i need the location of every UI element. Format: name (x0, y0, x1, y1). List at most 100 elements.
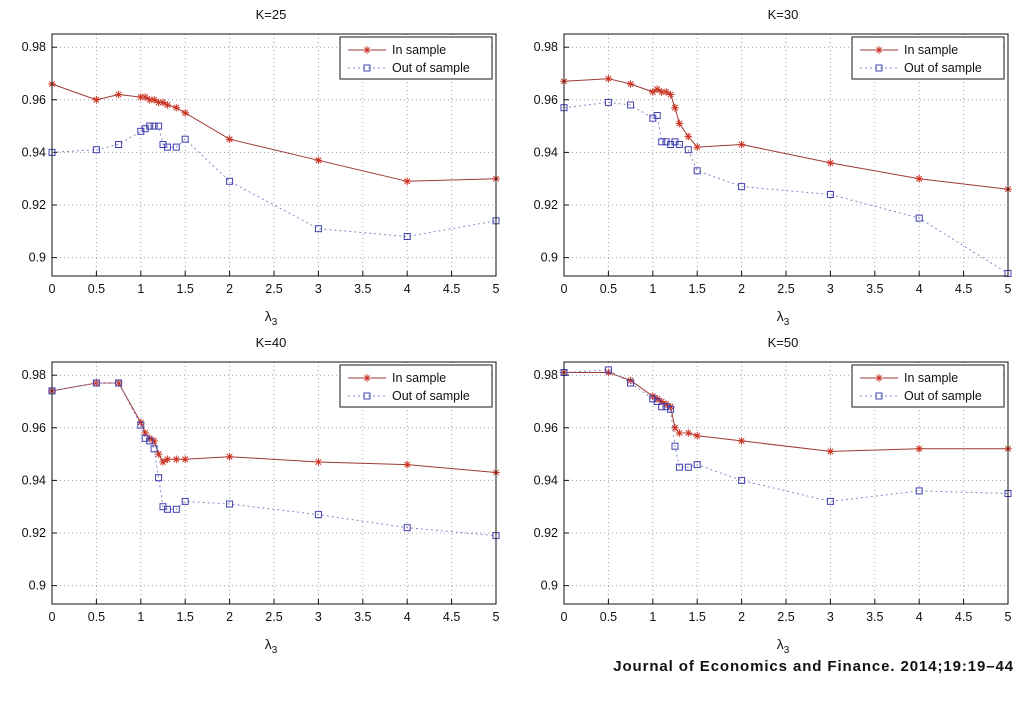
legend-box (339, 364, 493, 408)
svg-text:1.5: 1.5 (689, 282, 706, 296)
svg-text:0.9: 0.9 (541, 251, 558, 265)
chart-k30: K=30 0 0.5 1 1.5 2 2.5 3 3.5 4 4.5 5 0.9 0.92 0.94 0.9… (512, 6, 1024, 328)
svg-text:1.5: 1.5 (177, 282, 194, 296)
svg-text:4.5: 4.5 (443, 610, 460, 624)
svg-text:In sample: In sample (392, 43, 446, 57)
series-line-0 (564, 372, 1008, 452)
x-axis-label: λ3 (747, 634, 790, 656)
legend-box (339, 36, 493, 80)
svg-text:In sample: In sample (392, 371, 446, 385)
svg-text:0.94: 0.94 (534, 473, 558, 487)
svg-text:0.98: 0.98 (534, 368, 558, 382)
svg-text:3: 3 (315, 610, 322, 624)
x-axis-label: λ3 (235, 306, 278, 328)
svg-text:4.5: 4.5 (955, 282, 972, 296)
chart-title: K=50 (767, 335, 799, 350)
svg-text:0.96: 0.96 (22, 421, 46, 435)
charts-grid: K=25 0 0.5 1 1.5 2 2.5 3 3.5 4 4.5 5 0.9 0.92 0.94 0.9… (0, 6, 1024, 656)
svg-text:2.5: 2.5 (265, 282, 282, 296)
journal-citation: Journal of Economics and Finance. 2014;1… (613, 658, 1014, 675)
svg-text:3: 3 (315, 282, 322, 296)
svg-text:1: 1 (649, 282, 656, 296)
chart-title: K=25 (255, 7, 287, 22)
x-axis-label-subscript: 3 (783, 644, 790, 656)
chart-title: K=40 (255, 335, 287, 350)
svg-text:0.5: 0.5 (88, 610, 105, 624)
svg-text:0.5: 0.5 (600, 610, 617, 624)
svg-text:5: 5 (1005, 282, 1012, 296)
svg-text:4: 4 (916, 610, 923, 624)
svg-text:Out of sample: Out of sample (904, 61, 982, 75)
svg-text:4: 4 (404, 282, 411, 296)
svg-text:1.5: 1.5 (689, 610, 706, 624)
series-line-1 (51, 382, 497, 537)
svg-text:4: 4 (916, 282, 923, 296)
series-line-1 (51, 125, 497, 238)
chart-k40: K=40 0 0.5 1 1.5 2 2.5 3 3.5 4 4.5 5 0.9 0.92 0.94 0.9… (0, 334, 512, 656)
svg-text:5: 5 (493, 610, 500, 624)
svg-text:2.5: 2.5 (265, 610, 282, 624)
svg-text:2: 2 (738, 610, 745, 624)
svg-text:5: 5 (1005, 610, 1012, 624)
svg-text:1: 1 (137, 610, 144, 624)
svg-text:4: 4 (404, 610, 411, 624)
x-axis-label: λ3 (235, 634, 278, 656)
svg-text:3.5: 3.5 (354, 610, 371, 624)
svg-text:In sample: In sample (904, 43, 958, 57)
plot-area-k50: 0 0.5 1 1.5 2 2.5 3 3.5 4 4.5 5 0.9 0.92 0.94 0.96 0.98… (534, 361, 1012, 624)
svg-text:0.92: 0.92 (22, 198, 46, 212)
x-axis-label-subscript: 3 (783, 316, 790, 328)
svg-text:5: 5 (493, 282, 500, 296)
svg-text:2.5: 2.5 (777, 610, 794, 624)
svg-text:0.9: 0.9 (541, 579, 558, 593)
svg-text:Out of sample: Out of sample (392, 389, 470, 403)
svg-text:2.5: 2.5 (777, 282, 794, 296)
svg-text:1: 1 (649, 610, 656, 624)
svg-text:0.94: 0.94 (22, 145, 46, 159)
svg-text:2: 2 (226, 282, 233, 296)
svg-text:4.5: 4.5 (955, 610, 972, 624)
chart-title: K=30 (767, 7, 799, 22)
svg-text:3: 3 (827, 610, 834, 624)
svg-text:0.9: 0.9 (29, 579, 46, 593)
plot-area-k25: 0 0.5 1 1.5 2 2.5 3 3.5 4 4.5 5 0.9 0.92 0.94 0.96 0.98… (22, 33, 500, 296)
svg-text:0.94: 0.94 (22, 473, 46, 487)
svg-text:0.98: 0.98 (534, 40, 558, 54)
plot-area-k30: 0 0.5 1 1.5 2 2.5 3 3.5 4 4.5 5 0.9 0.92 0.94 0.96 0.98… (534, 33, 1012, 296)
svg-text:1.5: 1.5 (177, 610, 194, 624)
series-line-1 (563, 101, 1009, 274)
svg-text:3.5: 3.5 (354, 282, 371, 296)
svg-text:0.98: 0.98 (22, 368, 46, 382)
svg-text:1: 1 (137, 282, 144, 296)
svg-text:0.94: 0.94 (534, 145, 558, 159)
x-axis-label: λ3 (747, 306, 790, 328)
svg-text:0: 0 (561, 610, 568, 624)
svg-text:Out of sample: Out of sample (392, 61, 470, 75)
svg-text:2: 2 (738, 282, 745, 296)
series-line-0 (51, 382, 497, 473)
x-axis-label-symbol: λ (776, 308, 784, 324)
svg-text:0.92: 0.92 (534, 198, 558, 212)
svg-text:0.92: 0.92 (534, 526, 558, 540)
svg-text:0.9: 0.9 (29, 251, 46, 265)
svg-text:0: 0 (49, 282, 56, 296)
svg-text:0.96: 0.96 (534, 93, 558, 107)
svg-text:0: 0 (561, 282, 568, 296)
svg-text:In sample: In sample (904, 371, 958, 385)
x-axis-label-symbol: λ (776, 636, 784, 652)
svg-text:0.96: 0.96 (534, 421, 558, 435)
svg-text:3.5: 3.5 (866, 282, 883, 296)
svg-text:3: 3 (827, 282, 834, 296)
svg-text:0.96: 0.96 (22, 93, 46, 107)
svg-text:4.5: 4.5 (443, 282, 460, 296)
x-axis-label-symbol: λ (264, 636, 272, 652)
svg-text:Out of sample: Out of sample (904, 389, 982, 403)
x-axis-label-subscript: 3 (271, 316, 278, 328)
svg-text:0.98: 0.98 (22, 40, 46, 54)
svg-text:0: 0 (49, 610, 56, 624)
svg-text:3.5: 3.5 (866, 610, 883, 624)
svg-text:0.5: 0.5 (600, 282, 617, 296)
plot-area-k40: 0 0.5 1 1.5 2 2.5 3 3.5 4 4.5 5 0.9 0.92 0.94 0.96 0.98… (22, 361, 500, 624)
svg-text:0.92: 0.92 (22, 526, 46, 540)
